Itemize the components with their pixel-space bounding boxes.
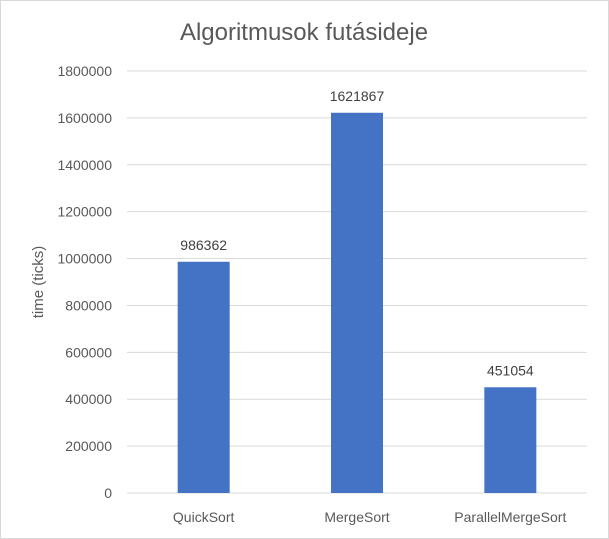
y-tick-label: 1200000 <box>57 204 112 220</box>
y-tick-label: 1400000 <box>57 157 112 173</box>
data-label: 1621867 <box>330 88 385 104</box>
y-axis-label: time (ticks) <box>30 246 47 319</box>
y-tick-labels: 0 200000 400000 600000 800000 1000000 1200000 1… <box>57 63 112 501</box>
category-labels: QuickSort MergeSort ParallelMergeSort <box>173 509 567 525</box>
y-tick-label: 1000000 <box>57 251 112 267</box>
category-label: ParallelMergeSort <box>454 509 566 525</box>
y-tick-label: 800000 <box>65 297 112 313</box>
bars <box>177 112 537 493</box>
data-labels: 986362 1621867 451054 <box>180 88 534 378</box>
y-tick-label: 0 <box>104 485 112 501</box>
data-label: 986362 <box>180 237 227 253</box>
category-label: MergeSort <box>324 509 389 525</box>
y-tick-label: 600000 <box>65 344 112 360</box>
bar <box>484 387 537 493</box>
y-tick-label: 1800000 <box>57 63 112 79</box>
category-label: QuickSort <box>173 509 235 525</box>
y-tick-label: 400000 <box>65 391 112 407</box>
bar <box>177 261 230 493</box>
bar <box>331 112 383 493</box>
chart-title: Algoritmusok futásideje <box>180 19 428 46</box>
y-tick-label: 200000 <box>65 438 112 454</box>
data-label: 451054 <box>487 362 534 378</box>
y-tick-label: 1600000 <box>57 110 112 126</box>
